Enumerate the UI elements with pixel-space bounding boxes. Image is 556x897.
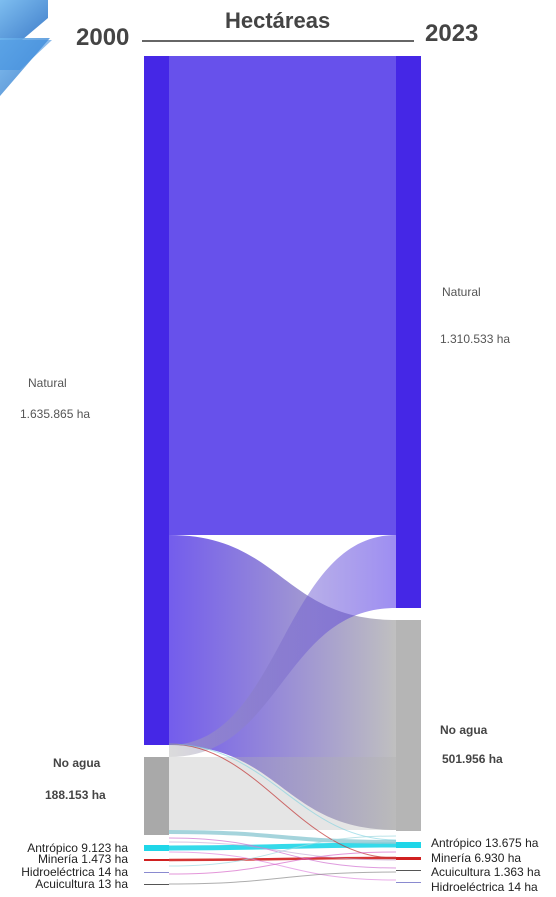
flow-noagua-antropico [168,830,397,844]
flow-cross-2 [168,851,397,881]
flow-cross-4 [168,851,397,875]
flow-cross-1 [168,837,397,869]
flow-cross-6 [168,841,397,861]
label-2023-antropico: Antrópico 13.675 ha [431,836,539,850]
logo-shape [0,0,52,96]
label-2000-hidroelectrica: Hidroeléctrica 14 ha [21,865,128,879]
node-2000-acuicultura [144,884,169,885]
node-2023-noagua [396,620,421,831]
label-2000-natural-value: 1.635.865 ha [20,407,91,421]
node-2023-mineria [396,857,421,860]
label-2023-natural-name: Natural [442,285,481,299]
node-2023-hidroelectrica [396,882,421,883]
label-2023-acuicultura: Acuicultura 1.363 ha [431,865,541,879]
node-2000-antropico [144,845,169,851]
flow-natural-natural [169,56,396,535]
flow-natural-noagua [169,535,396,830]
flow-cross-5 [168,871,397,885]
node-2023-acuicultura [396,870,421,871]
label-2000-noagua-name: No agua [53,756,101,770]
node-2023-natural [396,56,421,608]
node-2000-mineria [144,859,169,861]
nodes-2000 [144,56,169,885]
flow-noagua-natural [169,535,396,757]
label-2023-natural-value: 1.310.533 ha [440,332,511,346]
flow-mineria-mineria [168,856,397,862]
flow-antropico-antropico [168,842,397,851]
node-2023-antropico [396,842,421,848]
flow-noagua-noagua [169,757,396,830]
year-right: 2023 [425,20,479,47]
year-left: 2000 [76,24,130,51]
nodes-2023 [396,56,421,883]
node-2000-natural [144,56,169,745]
label-2000-noagua-value: 188.153 ha [45,788,106,802]
label-2000-natural-name: Natural [28,376,67,390]
label-2023-mineria: Minería 6.930 ha [431,851,522,865]
label-2023-noagua-name: No agua [440,723,488,737]
node-2000-noagua [144,757,169,835]
label-2000-antropico: Antrópico 9.123 ha [27,841,128,855]
flow-group [168,56,397,885]
flow-natural-antropico [168,743,397,841]
label-2000-acuicultura: Acuicultura 13 ha [35,877,128,891]
label-2023-noagua-value: 501.956 ha [442,752,503,766]
label-2023-hidroelectrica: Hidroeléctrica 14 ha [431,880,538,894]
node-2000-hidroelectrica [144,872,169,873]
label-2000-mineria: Minería 1.473 ha [37,852,128,866]
chart-title: Hectáreas [225,8,331,33]
